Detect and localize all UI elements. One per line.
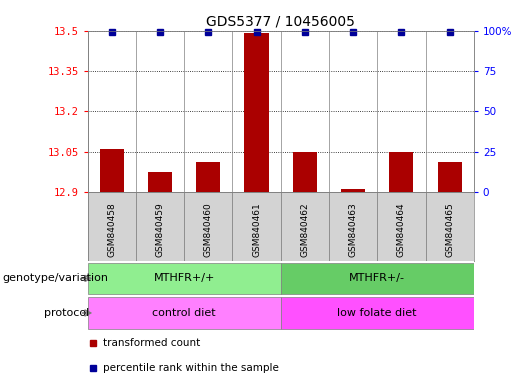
Bar: [245, 33, 269, 192]
Bar: [88, 297, 281, 328]
Bar: [329, 192, 377, 261]
Text: GSM840465: GSM840465: [445, 202, 454, 257]
Text: protocol: protocol: [44, 308, 89, 318]
Bar: [184, 192, 232, 261]
Bar: [425, 192, 474, 261]
Text: GSM840461: GSM840461: [252, 202, 261, 257]
Text: GSM840463: GSM840463: [349, 202, 357, 257]
Text: percentile rank within the sample: percentile rank within the sample: [103, 362, 279, 373]
Bar: [136, 192, 184, 261]
Text: GSM840460: GSM840460: [204, 202, 213, 257]
Bar: [438, 162, 462, 192]
Bar: [232, 192, 281, 261]
Text: transformed count: transformed count: [103, 338, 200, 348]
Text: low folate diet: low folate diet: [337, 308, 417, 318]
Text: MTHFR+/+: MTHFR+/+: [153, 273, 215, 283]
Bar: [88, 192, 136, 261]
Bar: [389, 152, 414, 192]
Bar: [88, 263, 281, 294]
Text: GSM840464: GSM840464: [397, 202, 406, 257]
Text: MTHFR+/-: MTHFR+/-: [349, 273, 405, 283]
Bar: [377, 192, 425, 261]
Bar: [196, 162, 220, 192]
Text: genotype/variation: genotype/variation: [3, 273, 109, 283]
Bar: [281, 297, 474, 328]
Title: GDS5377 / 10456005: GDS5377 / 10456005: [206, 14, 355, 28]
Bar: [148, 172, 172, 192]
Text: control diet: control diet: [152, 308, 216, 318]
Bar: [281, 192, 329, 261]
Bar: [99, 149, 124, 192]
Text: GSM840458: GSM840458: [107, 202, 116, 257]
Bar: [341, 189, 365, 192]
Text: GSM840459: GSM840459: [156, 202, 164, 257]
Bar: [281, 263, 474, 294]
Text: GSM840462: GSM840462: [300, 202, 310, 257]
Bar: [293, 152, 317, 192]
